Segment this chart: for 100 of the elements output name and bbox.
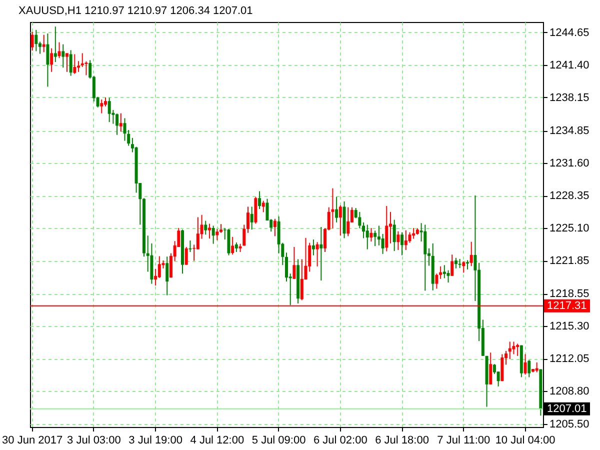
candlestick [338,204,342,236]
candlestick [65,52,68,72]
candlestick [100,99,104,114]
x-tick-label: 4 Jul 12:00 [190,434,244,446]
candlestick [466,260,470,270]
ref-line-label: 1217.31 [547,300,587,312]
candlestick [46,33,50,88]
candlestick [392,219,396,252]
candlestick [442,264,446,279]
candlestick [227,228,230,256]
candlestick [312,239,315,256]
candlestick [396,230,400,250]
candlestick [123,118,126,142]
y-tick-label: 1231.60 [550,158,590,170]
candlestick [54,26,57,62]
candlestick [73,54,76,74]
candlestick [528,360,531,378]
candlestick [188,240,192,252]
x-tick-label: 30 Jun 2017 [2,434,63,446]
candlestick [42,34,46,53]
candlestick [258,190,262,210]
y-tick-label: 1238.15 [550,92,590,104]
candlestick [335,196,338,223]
x-tick-label: 6 Jul 02:00 [314,434,368,446]
y-tick-label: 1212.05 [550,353,590,365]
candlestick [166,256,169,296]
candlestick [331,188,334,229]
candlestick [77,60,80,72]
y-tick-label: 1241.40 [550,60,590,72]
candlestick [69,50,72,76]
candlestick [512,341,516,355]
y-tick-label: 1234.85 [550,125,590,137]
candlestick [489,352,492,385]
candlestick [362,222,366,239]
candlestick [404,230,408,250]
candlestick [30,31,34,52]
candlestick [208,223,211,239]
candlestick [216,228,219,241]
candlestick [366,224,369,250]
candlestick [435,273,438,290]
candlestick [212,225,215,244]
x-tick-label: 7 Jul 11:00 [437,434,490,446]
candlestick [50,48,54,72]
candlestick [62,44,65,68]
candlestick [508,341,512,360]
candlestick [234,242,238,252]
candlestick [374,230,377,247]
candlestick [439,266,442,280]
candlestick [58,42,61,59]
candlestick [400,232,404,256]
x-tick-label: 10 Jul 04:00 [495,434,556,446]
y-tick-label: 1205.50 [550,418,590,430]
candlestick [34,29,38,52]
candlestick [454,257,458,269]
candlestick [127,130,130,146]
y-tick-label: 1215.30 [550,320,590,332]
y-tick-label: 1225.10 [550,222,590,234]
candlestick [500,354,504,382]
x-tick-label: 3 Jul 03:00 [67,434,121,446]
candlestick [196,216,200,250]
candlestick [358,211,362,229]
candlestick [300,258,304,301]
candlestick [524,354,527,376]
candlestick [250,206,254,230]
x-tick-label: 3 Jul 19:00 [128,434,182,446]
candlestick [446,270,450,283]
candlestick [370,228,373,242]
y-tick-label: 1208.80 [550,386,590,398]
candlestick [262,200,265,213]
candlestick [450,254,454,276]
candlestick [119,112,122,132]
y-tick-label: 1244.65 [550,27,590,39]
candlestick [381,233,384,254]
candlestick [231,236,234,256]
chart-title: XAUUSD,H1 1210.97 1210.97 1206.34 1207.01 [18,5,253,17]
candlestick [377,225,380,246]
candlestick [158,256,161,278]
candlestick [424,224,427,292]
candlestick [292,246,296,280]
y-tick-label: 1218.55 [550,288,590,300]
candlestick [316,242,319,267]
y-tick-label: 1221.85 [550,255,590,267]
candlestick [458,258,462,269]
candlestick [184,246,188,266]
candlestick [116,113,119,136]
candlestick [108,97,111,123]
x-tick-label: 6 Jul 18:00 [375,434,429,446]
x-tick-label: 5 Jul 09:00 [252,434,306,446]
candlestick [516,343,520,356]
candlestick [273,218,276,237]
candlestick [470,241,473,267]
candlestick [285,252,288,282]
candlestick [388,211,392,244]
candlestick [320,226,323,281]
candlestick [385,206,388,252]
y-tick-label: 1228.35 [550,190,590,202]
candlestick [204,220,208,236]
candlestick [462,261,466,274]
ref-line-label: 1207.01 [547,402,587,415]
candlestick [346,206,350,237]
